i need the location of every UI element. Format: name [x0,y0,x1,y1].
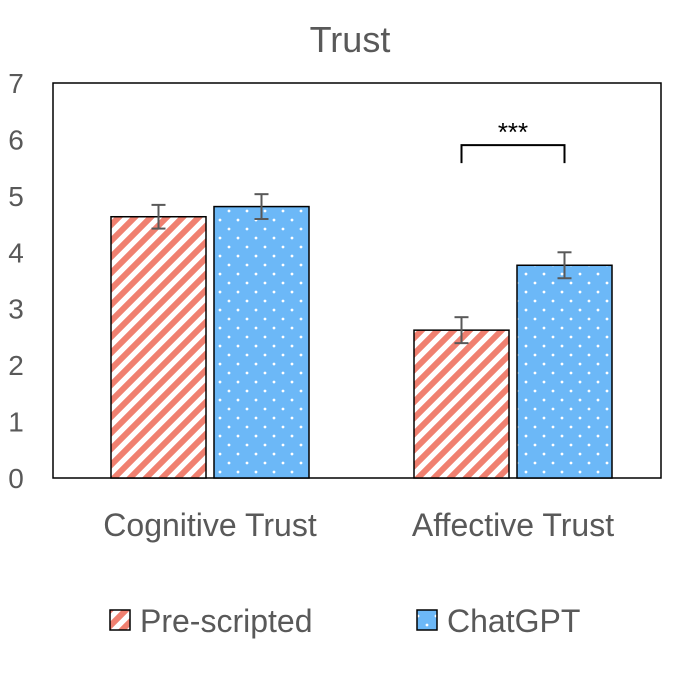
y-tick-label: 7 [8,68,24,99]
bar-pre-scripted-cognitive-trust [110,215,207,479]
legend-item-pre-scripted: Pre-scripted [109,603,313,639]
error-bar [454,316,469,345]
error-bars [151,193,572,345]
plot-area-frame [52,82,662,479]
significance-label: *** [498,117,528,147]
significance-bracket [460,144,566,164]
legend-swatch [416,609,438,631]
error-bar [557,251,572,280]
y-tick-label: 4 [8,237,24,268]
bars [110,205,613,479]
bar-chatgpt-affective-trust [516,264,613,479]
legend-label: Pre-scripted [140,603,313,639]
legend-label: ChatGPT [447,603,580,639]
y-tick-label: 2 [8,350,24,381]
legend-item-chatgpt: ChatGPT [416,603,580,639]
y-tick-label: 3 [8,294,24,325]
chart-title: Trust [310,19,391,60]
y-axis-ticks: 0 1 2 3 4 5 6 7 [8,68,24,494]
y-tick-label: 6 [8,124,24,155]
error-bar [151,203,166,230]
bar-pre-scripted-affective-trust [413,329,510,479]
legend: Pre-scripted ChatGPT [109,603,580,639]
error-bar [254,193,269,220]
y-tick-label: 5 [8,181,24,212]
significance-annotation: *** [460,117,566,164]
y-tick-label: 1 [8,407,24,438]
legend-swatch [109,609,131,631]
y-tick-label: 0 [8,463,24,494]
x-category-label: Affective Trust [412,507,614,543]
x-category-label: Cognitive Trust [103,507,317,543]
bar-chatgpt-cognitive-trust [213,205,310,479]
category-labels: Cognitive Trust Affective Trust [103,507,614,543]
